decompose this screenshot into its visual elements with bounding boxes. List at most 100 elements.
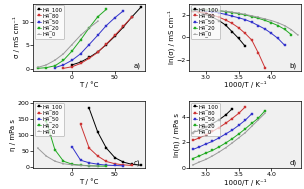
H4_0	[198, 161, 201, 163]
H4_20	[257, 117, 260, 119]
H4_80	[217, 16, 221, 18]
H4_20	[44, 67, 48, 69]
H4_20	[217, 10, 221, 12]
Legend: H4_100, H4_80, H4_50, H4_20, H4_0: H4_100, H4_80, H4_50, H4_20, H4_0	[191, 103, 220, 136]
H4_80	[211, 130, 214, 132]
H4_80	[79, 123, 82, 125]
H4_20	[289, 33, 293, 36]
H4_50	[70, 59, 74, 61]
H4_20	[44, 120, 48, 122]
H4_80	[198, 11, 201, 13]
H4_0	[283, 24, 286, 27]
H4_100	[224, 24, 227, 26]
H4_50	[257, 24, 260, 27]
Line: H4_50: H4_50	[192, 112, 253, 151]
H4_80	[204, 12, 208, 14]
H4_50	[211, 10, 214, 13]
H4_50	[79, 53, 82, 55]
H4_20	[244, 128, 247, 130]
H4_0	[79, 34, 82, 36]
H4_0	[263, 112, 267, 115]
H4_80	[130, 16, 134, 18]
H4_0	[250, 15, 254, 17]
H4_20	[224, 142, 227, 144]
H4_0	[237, 137, 240, 139]
H4_100	[191, 10, 195, 12]
H4_20	[53, 65, 57, 67]
H4_20	[204, 9, 208, 11]
H4_100	[217, 119, 221, 121]
H4_0	[44, 155, 48, 157]
H4_0	[70, 43, 74, 46]
Line: H4_0: H4_0	[36, 147, 99, 167]
H4_50	[53, 67, 57, 69]
H4_50	[244, 19, 247, 21]
Line: H4_0: H4_0	[36, 20, 99, 69]
H4_0	[250, 125, 254, 127]
H4_0	[263, 18, 267, 20]
Line: H4_50: H4_50	[71, 145, 125, 167]
H4_80	[198, 137, 201, 139]
H4_20	[198, 155, 201, 157]
H4_0	[230, 142, 234, 144]
H4_100	[113, 156, 117, 159]
H4_50	[204, 10, 208, 12]
H4_100	[87, 56, 91, 59]
Text: c): c)	[134, 160, 140, 166]
H4_80	[130, 164, 134, 167]
H4_50	[87, 162, 91, 164]
H4_0	[211, 155, 214, 157]
H4_20	[87, 27, 91, 29]
H4_50	[237, 124, 240, 126]
H4_100	[139, 164, 143, 166]
H4_20	[62, 59, 65, 61]
X-axis label: T / °C: T / °C	[79, 179, 99, 185]
H4_20	[87, 165, 91, 167]
H4_80	[237, 27, 240, 29]
H4_50	[217, 12, 221, 14]
H4_20	[270, 22, 273, 24]
H4_20	[96, 16, 100, 18]
H4_0	[224, 10, 227, 12]
H4_100	[204, 126, 208, 128]
H4_50	[250, 113, 254, 115]
H4_20	[211, 9, 214, 11]
H4_80	[79, 62, 82, 65]
H4_20	[70, 50, 74, 52]
H4_50	[230, 15, 234, 17]
H4_80	[87, 57, 91, 60]
H4_80	[70, 66, 74, 68]
H4_0	[211, 9, 214, 11]
H4_20	[230, 11, 234, 14]
H4_80	[87, 147, 91, 149]
Y-axis label: ln(η) / mPa s: ln(η) / mPa s	[174, 113, 180, 157]
Line: H4_20: H4_20	[36, 8, 108, 70]
H4_100	[244, 45, 247, 47]
H4_50	[270, 32, 273, 35]
H4_20	[191, 157, 195, 160]
H4_50	[198, 9, 201, 11]
Line: H4_50: H4_50	[192, 9, 286, 46]
H4_80	[62, 67, 65, 70]
H4_20	[191, 9, 195, 11]
H4_100	[191, 132, 195, 134]
H4_0	[36, 66, 40, 69]
H4_50	[191, 9, 195, 11]
Line: H4_20: H4_20	[192, 8, 292, 36]
H4_0	[87, 27, 91, 29]
H4_0	[230, 11, 234, 13]
Text: d): d)	[289, 160, 296, 166]
H4_50	[237, 17, 240, 19]
H4_50	[230, 129, 234, 131]
H4_20	[244, 14, 247, 16]
H4_100	[198, 129, 201, 131]
H4_100	[70, 64, 74, 66]
Line: H4_50: H4_50	[54, 9, 125, 69]
H4_50	[283, 44, 286, 46]
H4_20	[204, 152, 208, 154]
H4_100	[105, 147, 108, 149]
H4_20	[263, 110, 267, 112]
H4_20	[79, 164, 82, 166]
H4_0	[289, 28, 293, 31]
H4_100	[204, 13, 208, 15]
